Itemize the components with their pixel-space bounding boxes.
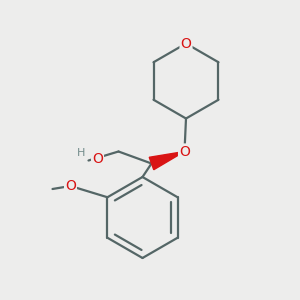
Polygon shape: [149, 152, 184, 170]
Text: O: O: [181, 37, 191, 50]
Text: H: H: [77, 148, 85, 158]
Text: O: O: [65, 179, 76, 193]
Text: O: O: [179, 145, 190, 158]
Text: O: O: [92, 152, 103, 166]
